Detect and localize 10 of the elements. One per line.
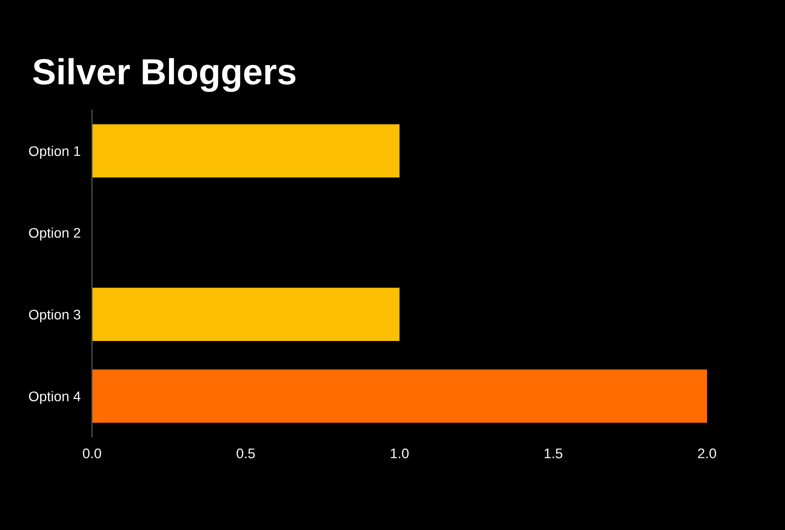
y-tick-label: Option 4 (29, 391, 80, 404)
y-tick-label: Option 2 (29, 228, 80, 241)
x-tick-label: 0.5 (236, 448, 255, 458)
x-tick-label: 1.5 (544, 448, 562, 458)
x-tick-label: 0.0 (82, 448, 102, 458)
y-tick-label: Option 3 (29, 309, 80, 322)
x-tick-label: 1.0 (390, 448, 409, 458)
chart-title: Silver Bloggers (33, 58, 296, 92)
y-tick-label: Option 1 (29, 146, 80, 159)
x-tick-label: 2.0 (698, 448, 716, 458)
